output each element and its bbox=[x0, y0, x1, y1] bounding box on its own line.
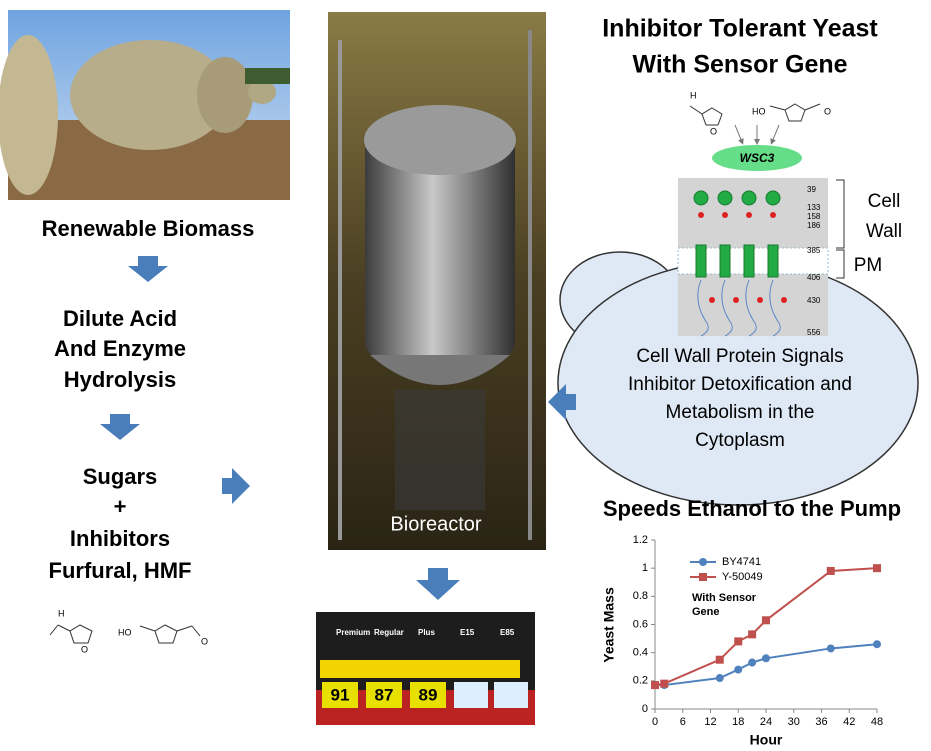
step: Renewable Biomass bbox=[42, 216, 255, 241]
residue: 556 bbox=[807, 328, 821, 337]
grade: Regular bbox=[374, 628, 404, 637]
series-line bbox=[655, 568, 877, 685]
panel-title: Inhibitor Tolerant Yeast bbox=[602, 15, 878, 43]
point bbox=[762, 616, 770, 624]
series-line bbox=[655, 644, 877, 685]
atom: H bbox=[58, 608, 65, 618]
y-tick-label: 1.2 bbox=[633, 534, 648, 546]
biomass-photo bbox=[0, 10, 290, 200]
point bbox=[827, 644, 835, 652]
residue: 406 bbox=[807, 273, 821, 282]
x-tick-label: 36 bbox=[815, 716, 827, 728]
cell-text: Cell Wall Protein Signals bbox=[636, 346, 843, 367]
x-tick-label: 6 bbox=[680, 716, 686, 728]
legend-label: Y-50049 bbox=[722, 571, 763, 583]
y-tick-label: 1 bbox=[642, 562, 648, 574]
x-tick-label: 48 bbox=[871, 716, 883, 728]
point bbox=[651, 681, 659, 689]
cell-text: Metabolism in the bbox=[666, 402, 815, 423]
point bbox=[734, 666, 742, 674]
step: Hydrolysis bbox=[64, 367, 177, 392]
point bbox=[716, 674, 724, 682]
grade: Premium bbox=[336, 628, 370, 637]
y-tick-label: 0.4 bbox=[633, 647, 648, 659]
octane: 91 bbox=[331, 685, 350, 704]
point bbox=[762, 654, 770, 662]
atom: O bbox=[824, 106, 831, 116]
residue: 186 bbox=[807, 221, 821, 230]
point bbox=[748, 659, 756, 667]
annotation: With Sensor bbox=[692, 592, 757, 604]
cell-text: Cytoplasm bbox=[695, 430, 785, 451]
cell-text: Inhibitor Detoxification and bbox=[628, 374, 852, 395]
sensor: WSC3 bbox=[740, 151, 775, 165]
atom: O bbox=[201, 636, 208, 646]
arrow bbox=[416, 568, 460, 600]
x-tick-label: 30 bbox=[788, 716, 800, 728]
step: Dilute Acid bbox=[63, 306, 177, 331]
photo-label: Bioreactor bbox=[390, 513, 481, 535]
step: Furfural, HMF bbox=[49, 558, 192, 583]
x-tick-label: 24 bbox=[760, 716, 772, 728]
growth-chart: Speeds Ethanol to the Pump Yeast Mass Ho… bbox=[601, 496, 901, 748]
annotation: Gene bbox=[692, 606, 720, 618]
y-tick-label: 0.2 bbox=[633, 675, 648, 687]
region: Cell bbox=[868, 191, 901, 212]
octane: 89 bbox=[419, 685, 438, 704]
legend-marker bbox=[699, 573, 707, 581]
residue: 158 bbox=[807, 212, 821, 221]
x-tick-label: 18 bbox=[732, 716, 744, 728]
grade: E85 bbox=[500, 628, 515, 637]
y-tick-label: 0.6 bbox=[633, 618, 648, 630]
arrow bbox=[222, 468, 250, 504]
region: Wall bbox=[866, 221, 902, 242]
step: Sugars bbox=[83, 464, 158, 489]
region: PM bbox=[854, 255, 883, 276]
chart-title: Speeds Ethanol to the Pump bbox=[603, 496, 901, 521]
atom: H bbox=[690, 90, 697, 100]
point bbox=[660, 680, 668, 688]
point bbox=[873, 564, 881, 572]
octane: 87 bbox=[375, 685, 394, 704]
point bbox=[827, 567, 835, 575]
step: + bbox=[114, 494, 127, 519]
legend-marker bbox=[699, 558, 707, 566]
point bbox=[734, 637, 742, 645]
grade: Plus bbox=[418, 628, 435, 637]
y-axis-label: Yeast Mass bbox=[601, 587, 617, 663]
arrow bbox=[100, 414, 140, 440]
bioreactor-photo: Bioreactor bbox=[328, 12, 546, 550]
atom: HO bbox=[118, 627, 132, 637]
residue: 385 bbox=[807, 246, 821, 255]
arrow bbox=[128, 256, 168, 282]
step: And Enzyme bbox=[54, 336, 186, 361]
x-tick-label: 0 bbox=[652, 716, 658, 728]
infographic: Renewable Biomass Dilute Acid And Enzyme… bbox=[0, 0, 931, 751]
atom: O bbox=[710, 126, 717, 136]
x-axis-label: Hour bbox=[750, 732, 783, 748]
x-tick-label: 42 bbox=[843, 716, 855, 728]
legend-label: BY4741 bbox=[722, 556, 761, 568]
x-tick-label: 12 bbox=[704, 716, 716, 728]
point bbox=[748, 630, 756, 638]
y-tick-label: 0.8 bbox=[633, 590, 648, 602]
step: Inhibitors bbox=[70, 526, 170, 551]
point bbox=[873, 640, 881, 648]
yeast-panel: Inhibitor Tolerant Yeast With Sensor Gen… bbox=[548, 15, 918, 505]
panel-title: With Sensor Gene bbox=[632, 51, 847, 79]
pump-photo: Premium Regular Plus E15 E85 91 87 89 bbox=[316, 612, 535, 725]
residue: 39 bbox=[807, 185, 816, 194]
atom: HO bbox=[752, 106, 766, 116]
y-tick-label: 0 bbox=[642, 703, 648, 715]
atom: O bbox=[81, 644, 88, 654]
left-flow: Renewable Biomass Dilute Acid And Enzyme… bbox=[42, 216, 255, 655]
grade: E15 bbox=[460, 628, 475, 637]
residue: 430 bbox=[807, 296, 821, 305]
point bbox=[716, 656, 724, 664]
residue: 133 bbox=[807, 203, 821, 212]
